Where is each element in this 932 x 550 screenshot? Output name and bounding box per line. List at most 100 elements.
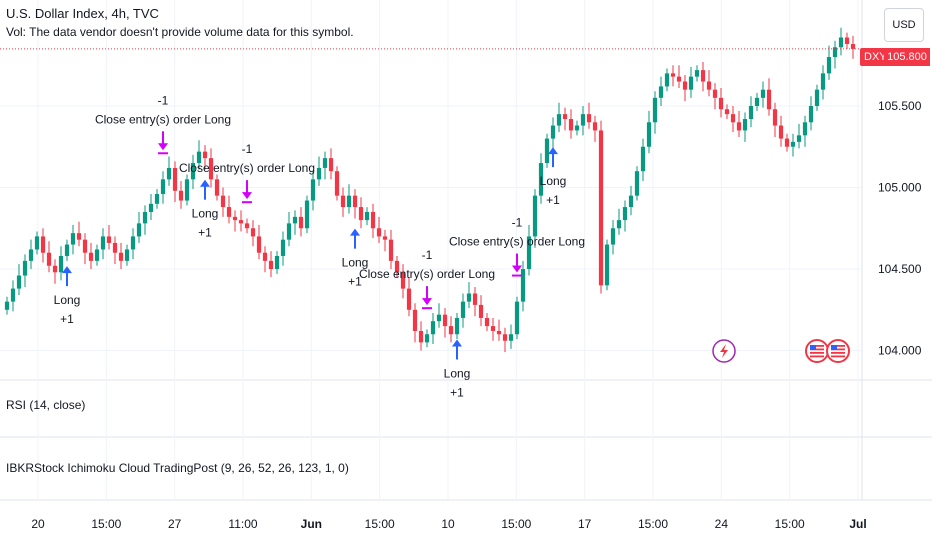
us-flag-icon bbox=[831, 352, 845, 354]
candle bbox=[640, 146, 646, 172]
candle bbox=[466, 293, 472, 302]
trade-label: Long bbox=[540, 174, 567, 188]
candle bbox=[772, 109, 778, 126]
arrow-up-icon bbox=[200, 179, 210, 187]
candle bbox=[82, 239, 88, 253]
rsi-pane-label[interactable]: RSI (14, close) bbox=[6, 398, 86, 412]
candle bbox=[34, 236, 40, 250]
arrow-up-icon bbox=[548, 147, 558, 155]
us-flag-icon[interactable] bbox=[805, 339, 829, 363]
y-tick-label: 104.500 bbox=[878, 262, 922, 276]
candle bbox=[712, 89, 718, 98]
candle bbox=[400, 272, 406, 289]
last-price-badge: 105.800 bbox=[884, 48, 930, 66]
candle bbox=[130, 236, 136, 250]
candle bbox=[70, 233, 76, 245]
candle bbox=[28, 249, 34, 261]
candle bbox=[688, 76, 694, 90]
candle bbox=[406, 288, 412, 310]
arrow-down-icon bbox=[242, 192, 252, 200]
us-flag-icon bbox=[810, 345, 816, 350]
arrow-up-icon bbox=[62, 266, 72, 274]
candle bbox=[448, 326, 454, 335]
candle bbox=[610, 228, 616, 245]
candle bbox=[652, 97, 658, 123]
long-entry-marker: Long +1 bbox=[54, 266, 80, 326]
candle bbox=[628, 195, 634, 208]
currency-button[interactable]: USD bbox=[884, 8, 924, 42]
long-entry-marker: Long +1 bbox=[444, 339, 470, 400]
arrow-up-icon bbox=[452, 339, 462, 347]
candle bbox=[682, 81, 688, 90]
trade-label: Close entry(s) order Long bbox=[449, 235, 585, 249]
candle bbox=[286, 223, 292, 240]
candle bbox=[736, 122, 742, 131]
candle bbox=[796, 135, 802, 142]
candle bbox=[106, 236, 112, 243]
lightning-icon[interactable] bbox=[712, 339, 736, 363]
candle bbox=[478, 304, 484, 318]
candle bbox=[430, 321, 436, 335]
chart-title[interactable]: U.S. Dollar Index, 4h, TVC bbox=[6, 6, 159, 21]
candle bbox=[352, 195, 358, 208]
long-entry-marker: Long +1 bbox=[192, 179, 218, 240]
candle bbox=[4, 301, 10, 310]
candle bbox=[802, 122, 808, 136]
candle bbox=[16, 275, 22, 289]
us-flag-icon bbox=[831, 355, 845, 358]
candle bbox=[388, 239, 394, 261]
us-flag-icon bbox=[826, 339, 850, 363]
candle bbox=[202, 151, 208, 159]
candle bbox=[262, 252, 268, 261]
candle bbox=[490, 326, 496, 331]
candle bbox=[154, 194, 160, 204]
us-flag-icon bbox=[810, 345, 824, 347]
trade-qty: -1 bbox=[158, 93, 169, 107]
candle bbox=[304, 200, 310, 229]
candle bbox=[244, 223, 250, 229]
candle bbox=[394, 260, 400, 273]
candle bbox=[250, 228, 256, 237]
candle bbox=[748, 105, 754, 120]
x-tick-label: 17 bbox=[578, 517, 592, 531]
indicator-pane-label[interactable]: IBKRStock Ichimoku Cloud TradingPost (9,… bbox=[6, 461, 349, 475]
candle bbox=[52, 265, 58, 273]
candle bbox=[598, 130, 604, 286]
candle bbox=[340, 195, 346, 208]
candle bbox=[226, 207, 232, 217]
us-flag-icon[interactable] bbox=[826, 339, 850, 363]
candle bbox=[508, 334, 514, 341]
candle bbox=[670, 73, 676, 77]
x-tick-label: 24 bbox=[715, 517, 729, 531]
candle bbox=[538, 163, 544, 196]
candle bbox=[724, 109, 730, 115]
y-tick-label: 105.000 bbox=[878, 181, 922, 195]
lightning-icon bbox=[720, 344, 728, 358]
candle bbox=[838, 37, 844, 48]
candle bbox=[706, 81, 712, 90]
candle bbox=[766, 89, 772, 110]
candle bbox=[616, 220, 622, 229]
candle bbox=[730, 114, 736, 123]
candle bbox=[58, 255, 64, 273]
candle bbox=[76, 233, 82, 240]
candles-group bbox=[4, 27, 856, 353]
candle bbox=[280, 239, 286, 256]
trade-qty: -1 bbox=[242, 142, 253, 156]
trade-qty: -1 bbox=[512, 216, 523, 230]
candle bbox=[316, 167, 322, 180]
candle bbox=[694, 70, 700, 77]
candle bbox=[64, 244, 70, 256]
candle bbox=[646, 122, 652, 147]
arrow-down-icon bbox=[422, 298, 432, 306]
candle bbox=[784, 138, 790, 147]
x-tick-label: 10 bbox=[441, 517, 455, 531]
candle bbox=[346, 195, 352, 208]
candle bbox=[634, 171, 640, 196]
candle bbox=[604, 244, 610, 286]
close-exit-marker: Close entry(s) order Long -1 bbox=[179, 142, 315, 204]
candle bbox=[526, 236, 532, 270]
candle bbox=[658, 86, 664, 98]
trade-qty: +1 bbox=[546, 193, 560, 207]
